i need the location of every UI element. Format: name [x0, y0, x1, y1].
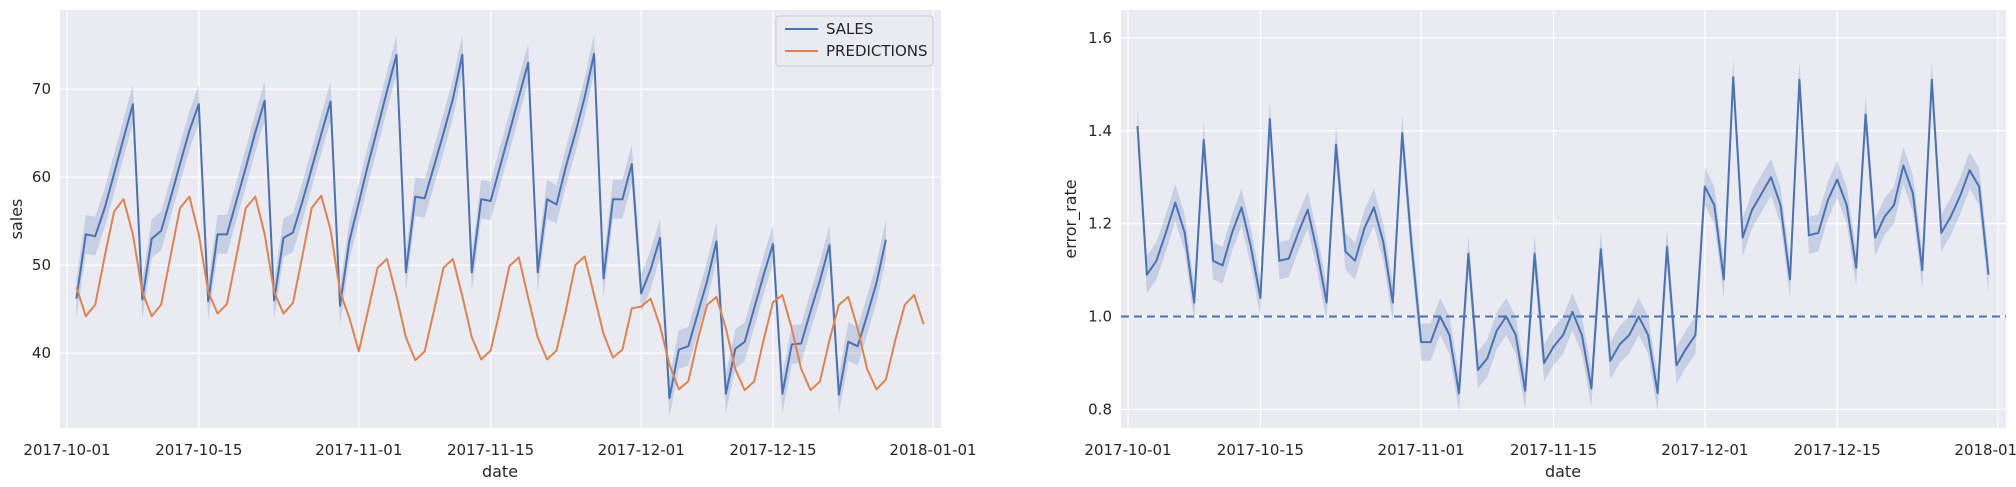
x-tick-label: 2017-10-01 — [1084, 441, 1171, 459]
sales-series-lines — [75, 53, 925, 400]
x-tick-label: 2018-01-01 — [889, 441, 976, 459]
sales-y-tick-labels: 40 50 60 70 — [32, 80, 51, 362]
error-rate-y-tick-labels: 0.8 1.0 1.2 1.4 1.6 — [1088, 29, 1112, 419]
legend-label-predictions: PREDICTIONS — [826, 42, 928, 60]
sales-legend: SALES PREDICTIONS — [775, 15, 934, 67]
y-tick-label: 0.8 — [1088, 400, 1112, 418]
confidence-band-error_rate — [1137, 58, 1989, 412]
y-tick-label: 1.0 — [1088, 308, 1112, 326]
x-tick-label: 2017-11-01 — [1378, 441, 1465, 459]
sales-gridlines — [60, 10, 941, 428]
error-rate-confidence-band — [1137, 58, 1989, 412]
x-tick-label: 2017-12-15 — [729, 441, 816, 459]
error-rate-y-axis-label: error_rate — [1061, 179, 1081, 258]
y-tick-label: 40 — [32, 344, 51, 362]
y-tick-label: 60 — [32, 168, 51, 186]
series-line-predictions — [75, 194, 925, 392]
sales-x-tick-labels: 2017-10-01 2017-10-15 2017-11-01 2017-11-15… — [23, 441, 976, 459]
x-tick-label: 2018-01-01 — [1954, 441, 2016, 459]
series-line-sales — [75, 53, 887, 400]
y-tick-label: 1.4 — [1088, 122, 1112, 140]
x-tick-label: 2017-10-15 — [155, 441, 242, 459]
x-tick-label: 2017-12-01 — [598, 441, 685, 459]
sales-x-axis-label: date — [482, 462, 518, 481]
x-tick-label: 2017-11-01 — [315, 441, 402, 459]
x-tick-label: 2017-10-15 — [1217, 441, 1304, 459]
y-tick-label: 50 — [32, 256, 51, 274]
x-tick-label: 2017-11-15 — [1510, 441, 1597, 459]
y-tick-label: 1.2 — [1088, 215, 1112, 233]
sales-y-axis-label: sales — [7, 199, 26, 240]
sales-plot-area — [60, 10, 941, 428]
series-line-error_rate — [1136, 76, 1990, 395]
legend-label-sales: SALES — [826, 20, 873, 38]
y-tick-label: 1.6 — [1088, 29, 1112, 47]
x-tick-label: 2017-11-15 — [447, 441, 534, 459]
x-tick-label: 2017-12-15 — [1794, 441, 1881, 459]
error-rate-chart: 2017-10-01 2017-10-15 2017-11-01 2017-11-15… — [1061, 10, 2016, 481]
x-tick-label: 2017-12-01 — [1661, 441, 1748, 459]
sales-chart: 2017-10-01 2017-10-15 2017-11-01 2017-11-15… — [7, 10, 977, 481]
y-tick-label: 70 — [32, 80, 51, 98]
x-tick-label: 2017-10-01 — [23, 441, 110, 459]
error-rate-x-tick-labels: 2017-10-01 2017-10-15 2017-11-01 2017-11-15… — [1084, 441, 2016, 459]
error-rate-series-lines — [1136, 76, 1990, 395]
error-rate-x-axis-label: date — [1545, 462, 1581, 481]
